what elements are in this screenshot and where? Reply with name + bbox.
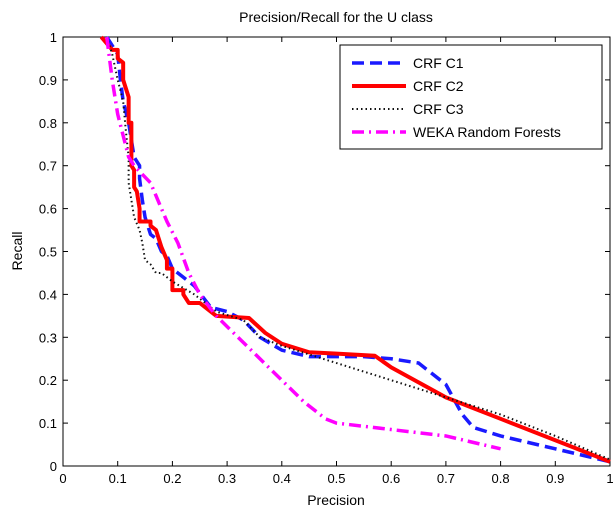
y-tick-label: 0.7: [39, 159, 57, 174]
y-tick-label: 0.5: [39, 245, 57, 260]
chart-title: Precision/Recall for the U class: [239, 9, 433, 25]
series-line-weka-random-forests: [105, 36, 502, 451]
x-tick-label: 0.6: [382, 471, 400, 486]
x-tick-label: 0.1: [109, 471, 127, 486]
series-lines: [99, 35, 611, 464]
y-tick-label: 0.6: [39, 202, 57, 217]
legend-label-crf-c1: CRF C1: [413, 55, 464, 71]
y-tick-label: 0.4: [39, 287, 57, 302]
x-tick-label: 0.9: [546, 471, 564, 486]
x-tick-label: 0: [59, 471, 66, 486]
y-tick-label: 0: [50, 459, 57, 474]
legend-label-crf-c2: CRF C2: [413, 78, 464, 94]
legend: CRF C1 CRF C2 CRF C3 WEKA Random Forests: [339, 44, 603, 150]
series-line-crf-c2: [99, 35, 611, 464]
y-tick-label: 0.1: [39, 416, 57, 431]
x-tick-label: 0.4: [273, 471, 291, 486]
x-tick-label: 0.5: [327, 471, 345, 486]
y-tick-label: 0.2: [39, 373, 57, 388]
x-tick-label: 0.3: [218, 471, 236, 486]
legend-label-weka-random-forests: WEKA Random Forests: [413, 124, 561, 140]
x-tick-label: 0.8: [492, 471, 510, 486]
y-tick-label: 0.9: [39, 73, 57, 88]
x-tick-label: 0.2: [163, 471, 181, 486]
x-tick-label: 0.7: [437, 471, 455, 486]
y-tick-label: 0.3: [39, 330, 57, 345]
y-tick-label: 1: [50, 30, 57, 45]
x-axis-label: Precision: [307, 492, 365, 508]
legend-label-crf-c3: CRF C3: [413, 101, 464, 117]
y-tick-label: 0.8: [39, 116, 57, 131]
x-tick-label: 1: [606, 471, 613, 486]
y-axis-label: Recall: [9, 232, 25, 271]
axis-ticks: 0 0.1 0.2 0.3 0.4 0.5 0.6 0.7 0.8 0.9 1 0 0.1 0.2 0.3 0…: [39, 30, 613, 486]
